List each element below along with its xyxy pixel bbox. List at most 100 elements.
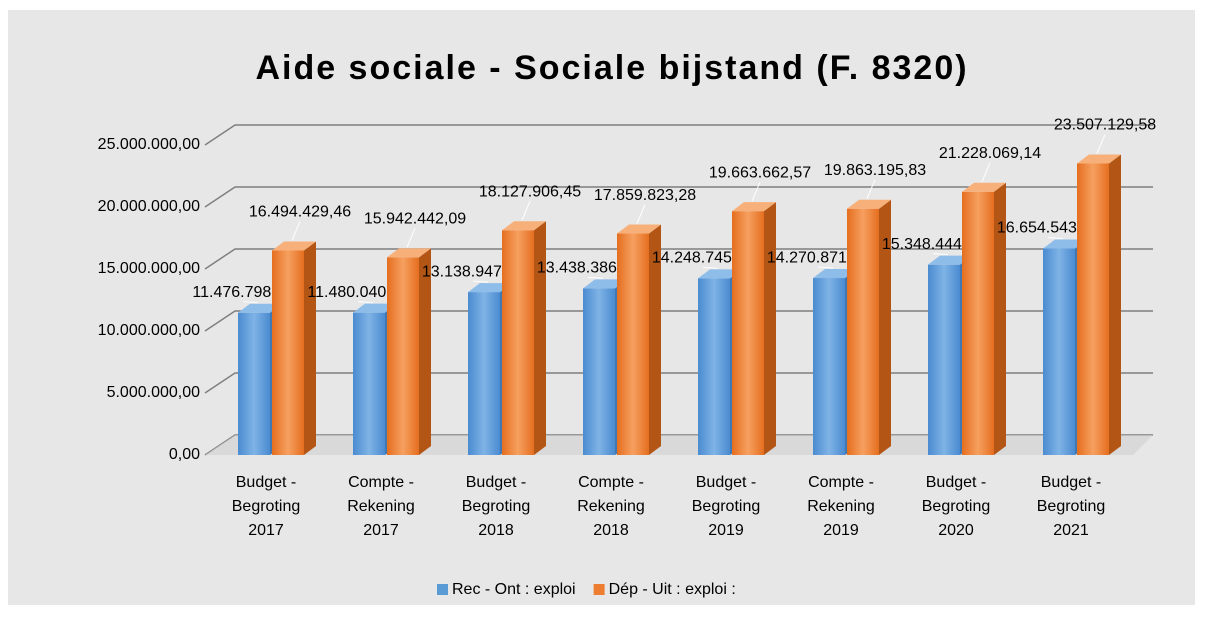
x-tick-line: Budget - (696, 474, 756, 491)
bar-side (649, 224, 661, 455)
leader-line (817, 266, 834, 269)
x-tick-line: Begroting (232, 498, 301, 515)
leader-line (1096, 134, 1106, 154)
x-tick-line: 2017 (363, 522, 399, 539)
y-tick-label: 20.000.000,00 (98, 198, 200, 215)
leader-line (932, 253, 949, 256)
bar-top (387, 248, 431, 258)
leader-line (866, 179, 876, 199)
data-label: 17.859.823,28 (594, 187, 696, 204)
bar-top (1077, 154, 1121, 164)
bar-top (272, 241, 316, 251)
bar (732, 202, 776, 455)
bar-top (1043, 239, 1087, 249)
data-label: 15.348.444,70 (882, 236, 984, 253)
x-tick-line: 2019 (823, 522, 859, 539)
x-tick-line: Budget - (1041, 474, 1101, 491)
bar-front (698, 278, 730, 455)
data-label: 11.476.798,89 (192, 284, 293, 301)
bar-front (962, 191, 994, 455)
bar-front (353, 312, 385, 455)
bar-top (732, 202, 776, 212)
legend-swatch (437, 584, 448, 595)
bar-front (468, 292, 500, 455)
x-tick-line: 2019 (708, 522, 744, 539)
bar-front (238, 312, 270, 455)
data-label: 15.942.442,09 (364, 211, 466, 228)
bar-top (698, 269, 742, 279)
bar-front (272, 250, 304, 455)
x-tick-label: Budget - Begroting 2020 (922, 474, 991, 539)
x-tick-line: Begroting (462, 498, 531, 515)
bar-top (468, 283, 512, 293)
bar-front (387, 257, 419, 455)
leader-line (1047, 236, 1064, 239)
data-label: 18.127.906,45 (479, 183, 581, 200)
bar-top (238, 303, 282, 313)
x-tick-line: 2018 (593, 522, 629, 539)
bar-front (732, 211, 764, 455)
x-tick-line: Begroting (692, 498, 761, 515)
x-tick-line: 2020 (938, 522, 974, 539)
legend-swatch (593, 584, 605, 595)
legend-label: Dép - Uit : exploi : (609, 581, 736, 598)
bar-top (847, 199, 891, 209)
x-tick-line: Rekening (807, 498, 875, 515)
bar-side (994, 182, 1006, 455)
bar-front (617, 233, 649, 455)
data-label: 23.507.129,58 (1054, 117, 1156, 134)
data-label: 21.228.069,14 (939, 145, 1041, 162)
x-tick-line: Budget - (236, 474, 296, 491)
bar-top (583, 279, 627, 289)
x-tick-line: Rekening (577, 498, 645, 515)
leader-line (406, 228, 416, 248)
data-label: 14.248.745,80 (652, 250, 754, 267)
x-tick-label: Budget - Begroting 2018 (462, 474, 531, 539)
floor (205, 435, 1153, 455)
bar-top (502, 221, 546, 231)
bar-front (1077, 163, 1109, 455)
bar-side (304, 241, 316, 455)
leader-line (751, 181, 761, 202)
y-tick-label: 25.000.000,00 (98, 136, 200, 153)
x-tick-label: Budget - Begroting 2021 (1037, 474, 1106, 539)
bar-front (502, 230, 534, 455)
leader-line (636, 204, 646, 224)
x-tick-line: 2018 (478, 522, 514, 539)
x-tick-line: Compte - (808, 474, 874, 491)
leader-line (242, 301, 259, 304)
bar-front (1043, 248, 1075, 455)
y-tick-label: 15.000.000,00 (98, 260, 200, 277)
legend-label: Rec - Ont : exploi (452, 581, 576, 598)
data-label: 16.654.543,82 (997, 220, 1099, 237)
chart-title: Aide sociale - Sociale bijstand (F. 8320… (255, 49, 968, 87)
x-tick-label: Compte - Rekening 2017 (347, 474, 415, 539)
bar-side (764, 202, 776, 455)
bar (387, 248, 431, 455)
bar-front (813, 278, 845, 455)
data-label: 13.438.386,12 (537, 260, 639, 277)
bar (617, 224, 661, 455)
leader-line (472, 280, 489, 283)
x-tick-label: Budget - Begroting 2019 (692, 474, 761, 539)
leader-line (357, 301, 374, 304)
leader-line (521, 201, 531, 221)
x-tick-line: Compte - (348, 474, 414, 491)
x-tick-label: Compte - Rekening 2019 (807, 474, 875, 539)
bar-top (617, 224, 661, 234)
x-tick-label: Budget - Begroting 2017 (232, 474, 301, 539)
x-tick-line: 2021 (1053, 522, 1089, 539)
data-label: 19.863.195,83 (824, 162, 926, 179)
x-tick-line: Begroting (1037, 498, 1106, 515)
bar-top (813, 269, 857, 279)
bar-top (962, 182, 1006, 192)
x-tick-line: Budget - (466, 474, 526, 491)
bar (502, 221, 546, 455)
leader-line (587, 276, 604, 279)
data-label: 11.480.040,55 (307, 284, 408, 301)
data-label: 19.663.662,57 (709, 164, 811, 181)
bar-top (353, 303, 397, 313)
leader-line (981, 162, 991, 182)
bar-side (879, 199, 891, 455)
leader-line (702, 266, 719, 269)
